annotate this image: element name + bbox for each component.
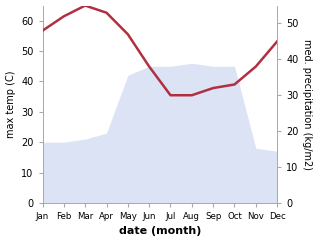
X-axis label: date (month): date (month): [119, 227, 201, 236]
Y-axis label: med. precipitation (kg/m2): med. precipitation (kg/m2): [302, 39, 313, 170]
Y-axis label: max temp (C): max temp (C): [5, 70, 16, 138]
